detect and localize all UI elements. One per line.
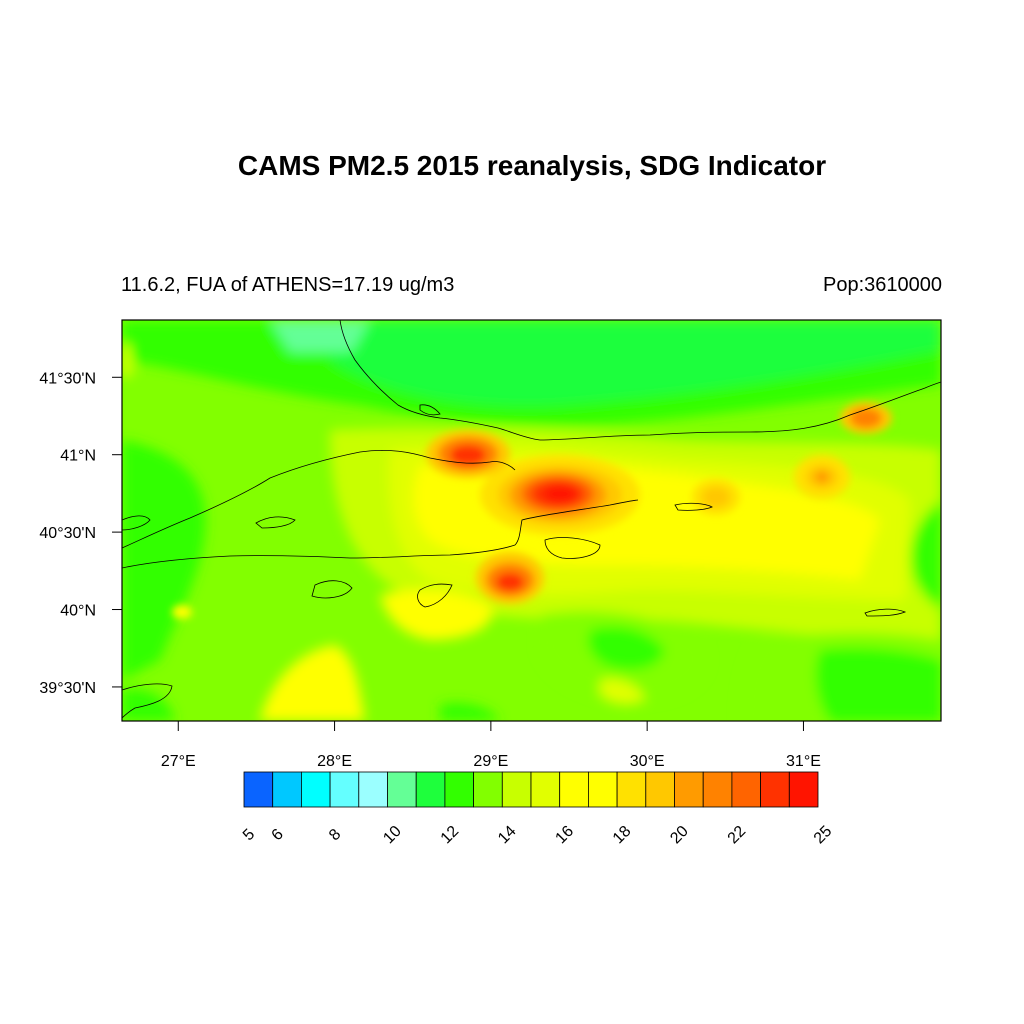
colorbar-swatch xyxy=(329,771,360,808)
colorbar-swatch xyxy=(243,771,274,808)
y-tick-label: 40°N xyxy=(60,603,96,620)
x-tick-label: 27°E xyxy=(161,753,196,770)
colorbar-label: 18 xyxy=(610,823,635,848)
colorbar-swatch xyxy=(300,771,331,808)
colorbar-swatch xyxy=(645,771,675,808)
colorbar-label: 8 xyxy=(326,826,344,844)
colorbar-label: 5 xyxy=(240,826,258,844)
colorbar-swatch xyxy=(473,771,503,808)
colorbar-swatch xyxy=(444,771,474,808)
colorbar-swatch xyxy=(760,771,790,808)
colorbar-swatch xyxy=(588,771,618,808)
colorbar-label: 14 xyxy=(495,823,520,848)
latitude-axis: 41°30'N 41°N 40°30'N 40°N 39°30'N xyxy=(39,370,122,697)
y-tick-label: 39°30'N xyxy=(39,680,96,697)
map-frame xyxy=(121,319,942,722)
colorbar-swatch xyxy=(358,771,388,808)
pm25-field xyxy=(122,320,941,721)
y-tick-label: 40°30'N xyxy=(39,525,96,542)
colorbar: 5 6 8 10 12 14 16 18 20 22 25 xyxy=(240,771,836,848)
colorbar-swatch xyxy=(731,771,762,808)
colorbar-swatch xyxy=(788,771,819,808)
colorbar-label: 20 xyxy=(667,823,692,848)
colorbar-label: 22 xyxy=(725,823,750,848)
x-tick-label: 28°E xyxy=(317,753,352,770)
longitude-axis: 27°E 28°E 29°E 30°E 31°E xyxy=(161,721,821,770)
colorbar-swatch xyxy=(415,771,446,808)
colorbar-label: 6 xyxy=(269,826,287,844)
x-tick-label: 30°E xyxy=(630,753,665,770)
coastline xyxy=(122,320,941,719)
colorbar-label: 12 xyxy=(438,823,463,848)
colorbar-label: 25 xyxy=(811,823,836,848)
colorbar-swatch xyxy=(674,771,704,808)
colorbar-swatch xyxy=(616,771,647,808)
map-title: CAMS PM2.5 2015 reanalysis, SDG Indicato… xyxy=(237,150,827,181)
x-tick-label: 29°E xyxy=(473,753,508,770)
y-tick-label: 41°30'N xyxy=(39,370,96,387)
colorbar-swatch xyxy=(559,771,589,808)
population-label: Pop:3610000 xyxy=(822,274,942,296)
colorbar-swatch xyxy=(387,771,417,808)
colorbar-label: 16 xyxy=(552,823,577,848)
y-tick-label: 41°N xyxy=(60,448,96,465)
x-tick-label: 31°E xyxy=(786,753,821,770)
indicator-subtitle: 11.6.2, FUA of ATHENS=17.19 ug/m3 xyxy=(121,274,455,296)
colorbar-swatch xyxy=(702,771,733,808)
colorbar-swatch xyxy=(272,771,302,808)
colorbar-label: 10 xyxy=(380,823,405,848)
colorbar-swatch xyxy=(501,771,532,808)
colorbar-swatch xyxy=(530,771,561,808)
